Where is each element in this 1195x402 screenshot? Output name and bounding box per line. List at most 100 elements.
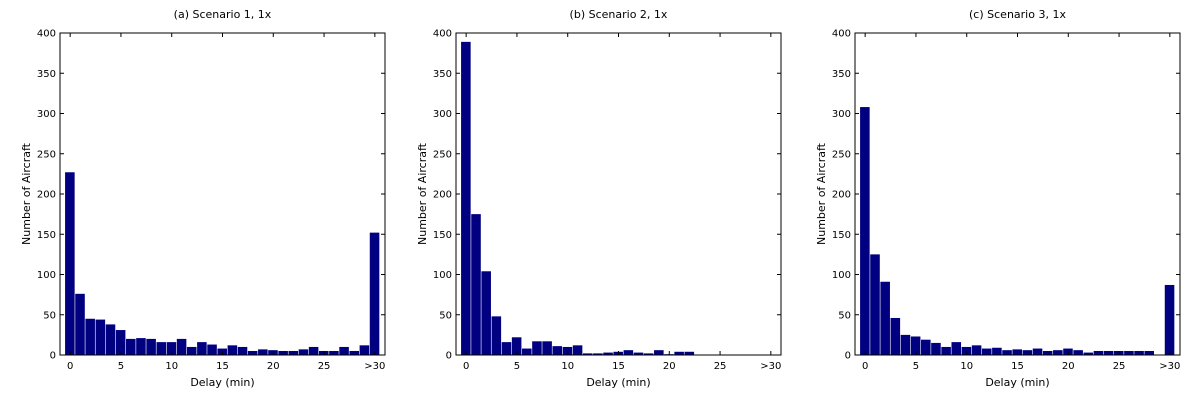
bar [931,342,941,355]
plot-frame [455,32,782,356]
y-tick-label: 350 [433,69,452,80]
bar [339,346,349,355]
bar [633,352,644,355]
y-tick-label: 0 [50,351,56,362]
y-tick-label: 250 [433,149,452,160]
bar [623,350,634,355]
x-tick-label: >30 [364,361,385,372]
bar [870,254,880,356]
y-tick-label: 300 [37,109,56,120]
x-tick-label: 25 [1113,361,1126,372]
x-axis-label: Delay (min) [190,376,254,389]
bar [582,353,593,355]
x-tick-label: 5 [118,361,124,372]
x-tick-label: 10 [165,361,178,372]
y-tick-label: 400 [433,29,452,40]
x-tick-label: 0 [862,361,868,372]
x-tick-label: 10 [561,361,574,372]
bar [166,342,177,355]
x-tick-label: 5 [913,361,919,372]
x-axis-label: Delay (min) [586,376,650,389]
chart-panel-2: 0 50 100 150 200 250 300 350 400 0 5 10 15 20 25 >30 (c)… [815,8,1181,389]
bar [329,350,339,355]
y-tick-label: 200 [37,190,56,201]
bar [562,346,573,355]
bar [176,338,187,355]
bar [1093,350,1104,355]
y-tick-label: 250 [37,149,56,160]
y-tick-label: 300 [832,109,851,120]
bar [951,342,962,355]
y-tick-label: 200 [832,190,851,201]
x-tick-label: 5 [514,361,520,372]
plot-frame [854,32,1181,356]
y-tick-label: 150 [832,230,851,241]
bar [522,348,532,355]
bar [1144,350,1155,355]
x-tick-label: 20 [1062,361,1075,372]
bar [146,338,156,355]
bar [207,344,217,355]
y-tick-label: 300 [433,109,452,120]
y-tick-label: 100 [832,270,851,281]
y-tick-label: 50 [439,310,452,321]
bar [126,338,136,355]
bar [491,316,502,355]
bar [654,350,664,355]
bar [237,346,248,355]
chart-title: (b) Scenario 2, 1x [570,8,668,21]
x-tick-label: >30 [1159,361,1180,372]
bar [136,338,146,355]
bar [542,341,552,355]
y-tick-label: 400 [37,29,56,40]
y-tick-label: 350 [832,69,851,80]
chart-panel-0: 0 50 100 150 200 250 300 350 400 0 5 10 15 20 25 >30 (a)… [20,8,386,389]
bar [227,345,238,355]
bar [115,330,126,355]
y-tick-label: 150 [37,230,56,241]
bar [572,345,583,355]
plot-frame [59,32,386,356]
bar [880,281,890,355]
y-tick-label: 0 [845,351,851,362]
y-tick-label: 100 [433,270,452,281]
bar [105,324,116,355]
bar [75,293,85,355]
bar [1022,350,1033,355]
x-tick-label: 0 [463,361,469,372]
bar [941,346,951,355]
bar [298,349,309,355]
x-tick-label: 0 [67,361,73,372]
y-tick-label: 50 [838,310,851,321]
bar [85,318,95,355]
x-tick-label: >30 [760,361,781,372]
bar [359,345,370,355]
bar [258,349,268,355]
bar [992,347,1002,355]
x-tick-label: 15 [1011,361,1024,372]
bar [1103,350,1114,355]
x-tick-label: 25 [714,361,727,372]
bar [278,350,288,355]
bar [1124,350,1134,355]
bar [288,350,299,355]
x-tick-label: 15 [612,361,625,372]
bar [501,342,512,355]
x-tick-label: 20 [663,361,676,372]
bar [971,345,982,355]
bar [511,337,522,355]
chart-panel-1: 0 50 100 150 200 250 300 350 400 0 5 10 15 20 25 >30 (b)… [416,8,782,389]
bar [1002,350,1012,355]
bar [981,348,992,355]
bar [674,351,684,355]
bar [1164,284,1175,355]
bar [1053,350,1063,355]
y-tick-label: 100 [37,270,56,281]
x-tick-label: 10 [960,361,973,372]
bar [1032,348,1043,355]
bar [552,346,563,355]
bar [1134,350,1144,355]
y-tick-label: 400 [832,29,851,40]
bar [593,353,603,355]
